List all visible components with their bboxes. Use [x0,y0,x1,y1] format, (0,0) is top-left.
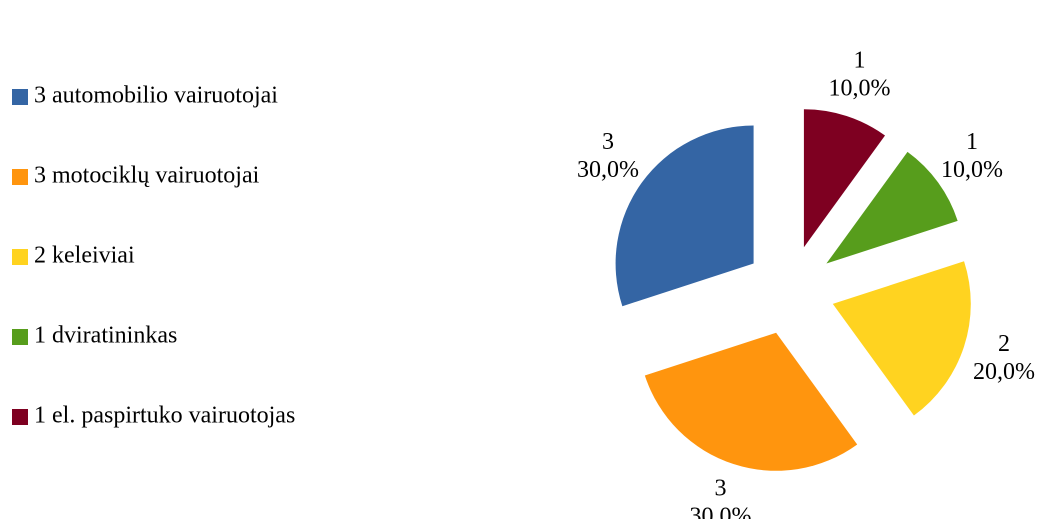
legend-label: 3 automobilio vairuotojai [34,83,278,109]
data-label: 1 [854,48,866,74]
percent-label: 30,0% [577,157,639,183]
data-label: 3 [714,475,726,501]
legend-swatch [12,409,28,425]
percent-label: 20,0% [973,359,1035,385]
legend-swatch [12,89,28,105]
data-label: 2 [998,331,1010,357]
pie-slice [803,109,886,248]
percent-label: 10,0% [829,76,891,102]
legend-swatch [12,249,28,265]
pie-slice [644,332,858,471]
pie-slice [826,151,958,264]
percent-label: 30,0% [689,503,751,519]
legend-swatch [12,169,28,185]
pie-slice [615,125,754,307]
legend-swatch [12,329,28,345]
data-label: 1 [966,129,978,155]
pie-slice [832,261,971,416]
percent-label: 10,0% [941,157,1003,183]
legend-label: 3 motociklų vairuotojai [34,163,260,189]
legend-label: 1 dviratininkas [34,323,177,349]
legend-label: 2 keleiviai [34,243,135,269]
legend-label: 1 el. paspirtuko vairuotojas [34,403,295,429]
data-label: 3 [602,129,614,155]
